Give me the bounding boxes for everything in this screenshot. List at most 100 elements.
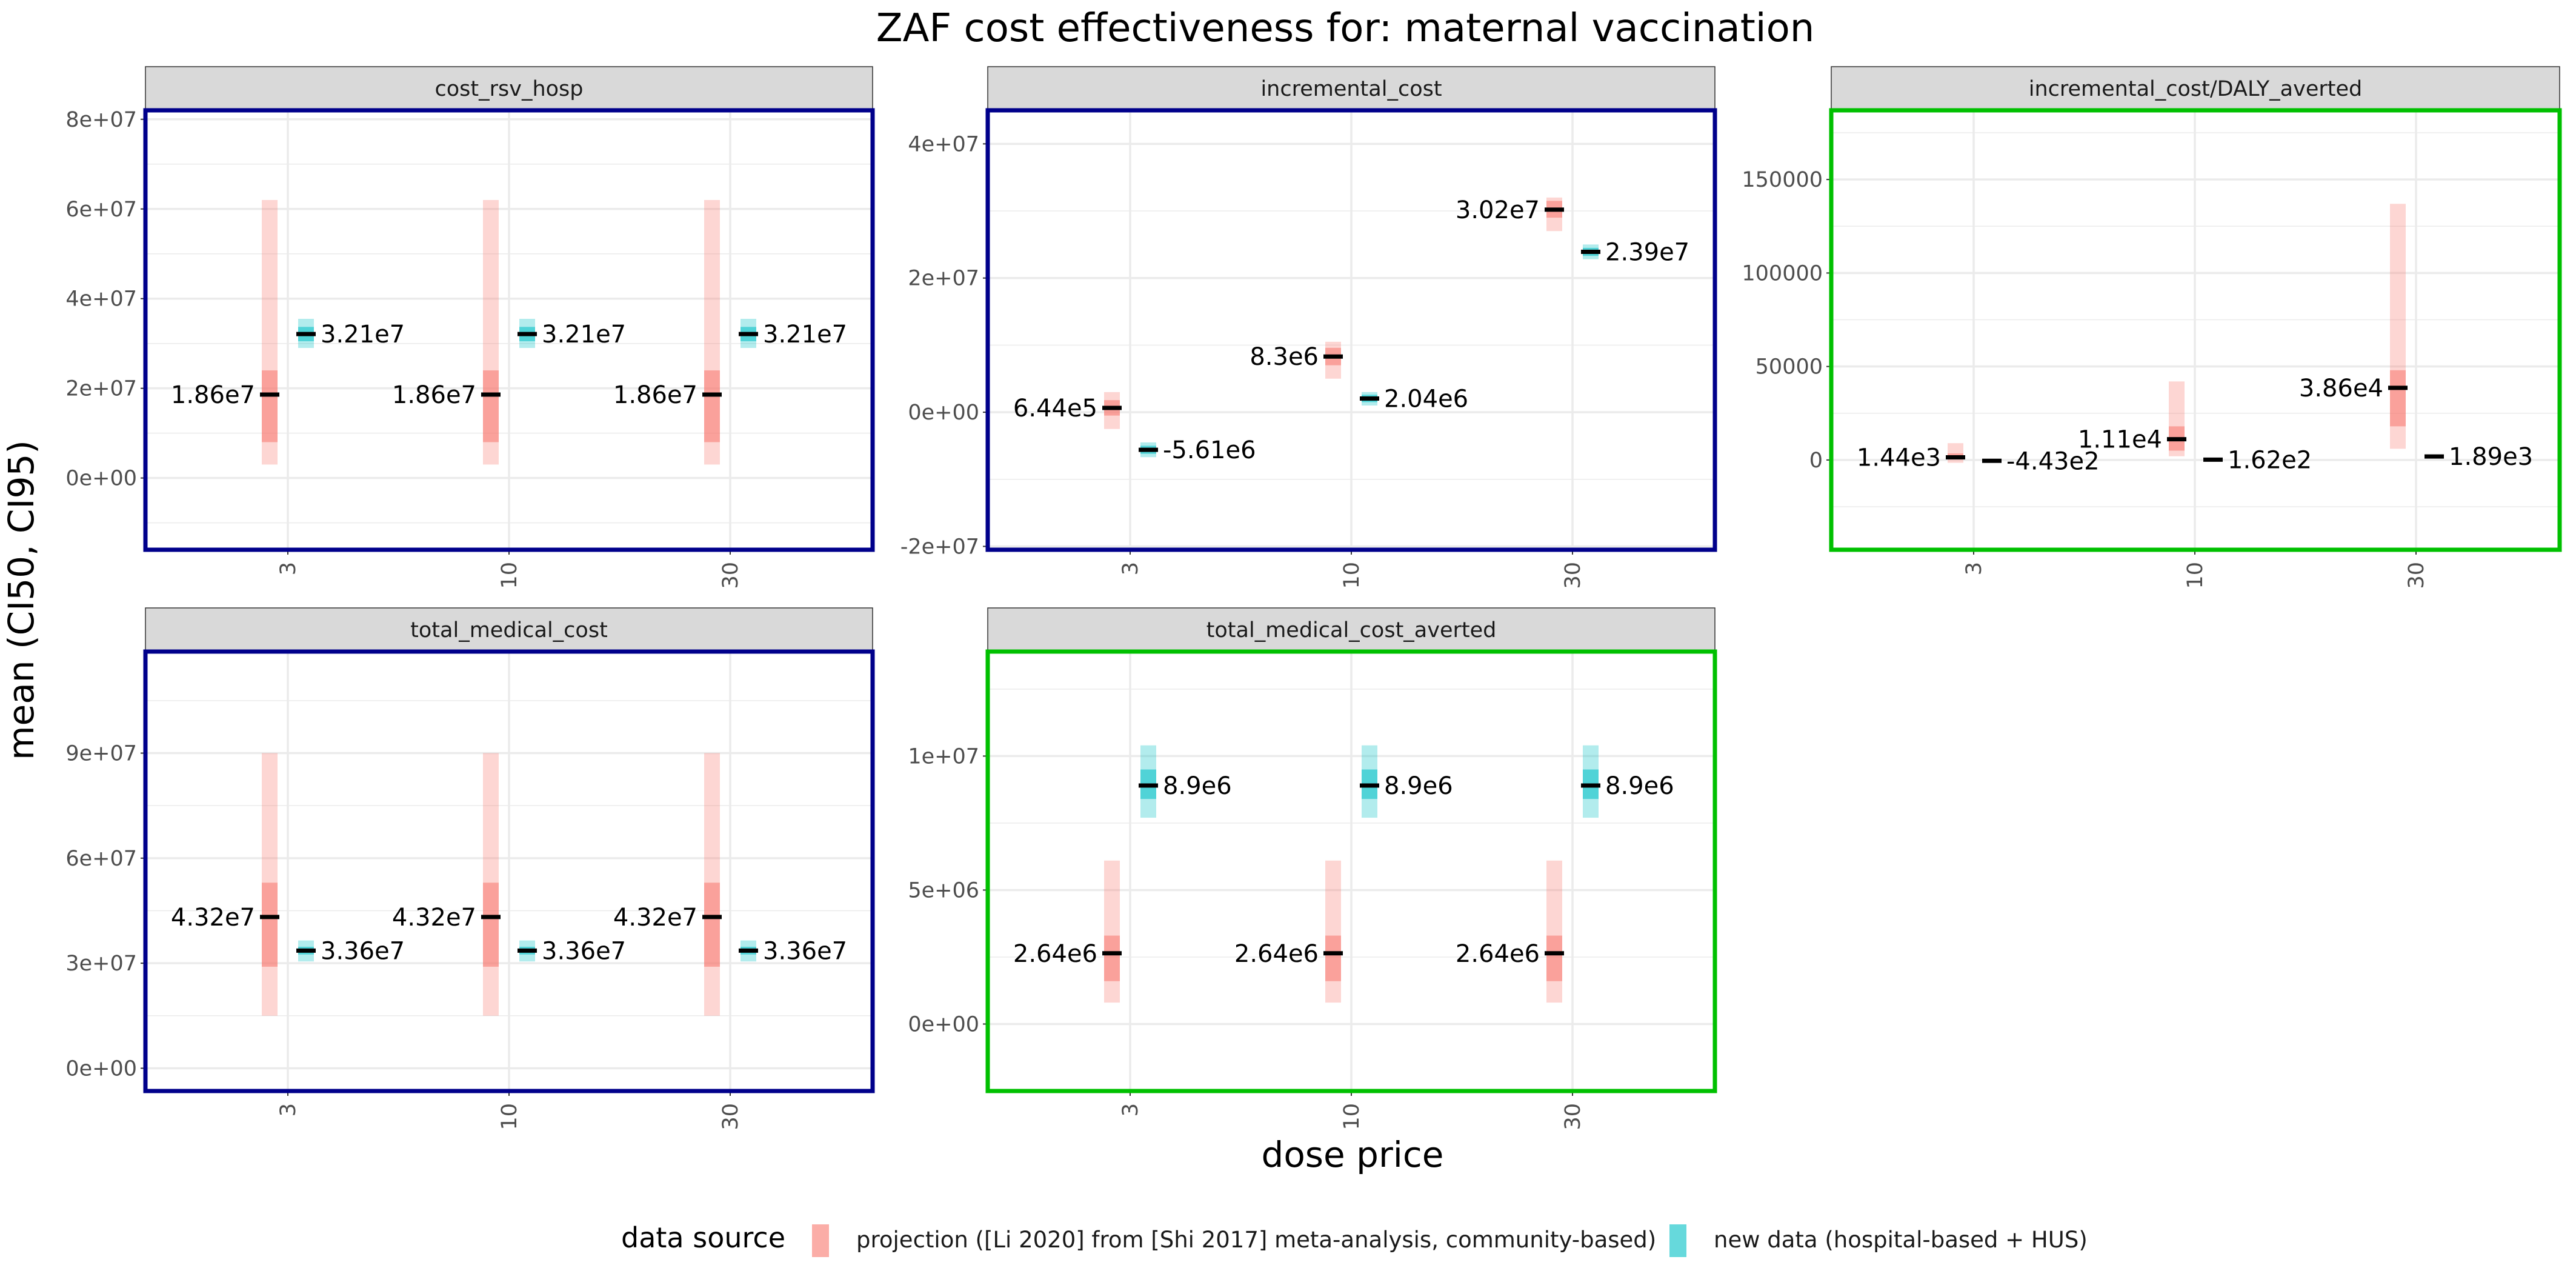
y-tick-label: 0e+00 [65, 467, 137, 491]
y-tick-label: 0e+00 [908, 401, 979, 425]
ci50-bar-projection [483, 370, 499, 442]
x-tick-label: 3 [1962, 562, 1986, 575]
facet-strip-label: incremental_cost/DALY_averted [2029, 77, 2362, 101]
x-tick-label: 3 [276, 1103, 301, 1116]
panel-border [1829, 108, 2562, 552]
y-tick-label: 5e+06 [908, 878, 979, 903]
ci50-bar-projection [1546, 935, 1562, 981]
data-label-projection: 2.64e6 [1456, 940, 1540, 968]
y-tick-label: 2e+07 [65, 377, 137, 401]
x-tick-label: 30 [719, 1103, 743, 1130]
y-tick-label: 100000 [1742, 261, 1823, 285]
x-tick-label: 10 [498, 562, 522, 589]
data-label-projection: 4.32e7 [392, 904, 476, 932]
ci50-bar-projection [262, 370, 278, 442]
chart-title: ZAF cost effectiveness for: maternal vac… [876, 6, 1815, 51]
ci95-bar-projection [1546, 860, 1562, 1003]
data-label-projection: 4.32e7 [613, 904, 697, 932]
facet-strip-label: cost_rsv_hosp [435, 77, 584, 101]
y-tick-label: 8e+07 [65, 108, 137, 132]
y-tick-label: -2e+07 [900, 535, 979, 559]
data-label-newdata: 1.62e2 [2228, 446, 2312, 474]
y-tick-label: 1e+07 [908, 744, 979, 769]
panel-border [985, 649, 1717, 1093]
legend: data source projection ([Li 2020] from [… [621, 1221, 2088, 1257]
data-label-projection: 8.3e6 [1250, 343, 1319, 371]
data-label-newdata: 3.21e7 [321, 321, 405, 349]
facet-strip-label: total_medical_cost [410, 618, 608, 642]
x-tick-label: 30 [1561, 562, 1585, 589]
panel-border [143, 108, 875, 552]
data-label-projection: 1.11e4 [2078, 426, 2162, 454]
y-tick-label: 6e+07 [65, 198, 137, 222]
x-tick-label: 30 [1561, 1103, 1585, 1130]
data-label-newdata: 8.9e6 [1605, 772, 1674, 800]
x-tick-label: 3 [276, 562, 301, 575]
ci50-bar-projection [704, 370, 720, 442]
ci50-bar-projection [1325, 935, 1341, 981]
facet-total-medical-cost: total_medical_cost 0e+00 3e+07 6e+07 9e+07 3 1… [65, 607, 875, 1130]
y-tick-label: 0e+00 [65, 1056, 137, 1081]
x-tick-label: 3 [1119, 562, 1143, 575]
data-label-newdata: 8.9e6 [1163, 772, 1232, 800]
data-label-newdata: 3.21e7 [763, 321, 847, 349]
data-label-projection: 2.64e6 [1013, 940, 1097, 968]
y-tick-label: 4e+07 [908, 132, 979, 156]
panel-border [985, 108, 1717, 552]
y-tick-label: 0e+00 [908, 1012, 979, 1036]
facet-strip [145, 66, 873, 111]
data-label-newdata: 3.36e7 [763, 937, 847, 965]
data-label-newdata: 3.36e7 [321, 937, 405, 965]
facet-strip [987, 66, 1716, 111]
x-tick-label: 10 [1340, 1103, 1364, 1130]
x-tick-label: 30 [719, 562, 743, 589]
ci50-bar-projection [2390, 370, 2406, 427]
ci95-bar-projection [1325, 860, 1341, 1003]
facet-panels: cost_rsv_hosp 0e+00 2e+07 4e+07 6e+07 8e+07 3 1… [65, 66, 2562, 1130]
legend-title: data source [621, 1221, 785, 1254]
y-tick-label: 150000 [1742, 168, 1823, 192]
data-label-newdata: -5.61e6 [1163, 436, 1256, 464]
ci95-bar-projection [1948, 443, 1963, 463]
y-tick-label: 2e+07 [908, 267, 979, 291]
data-label-projection: 4.32e7 [171, 904, 255, 932]
y-tick-label: 0 [1809, 449, 1823, 473]
data-label-projection: 6.44e5 [1013, 395, 1097, 422]
facet-total-medical-cost-averted: total_medical_cost_averted 0e+00 5e+06 1e+0… [908, 607, 1717, 1130]
data-label-projection: 1.44e3 [1857, 444, 1941, 472]
y-axis-title: mean (CI50, CI95) [1, 440, 42, 760]
legend-swatch-newdata [1669, 1224, 1686, 1257]
data-label-projection: 1.86e7 [613, 381, 697, 409]
facet-strip-label: incremental_cost [1260, 77, 1442, 101]
facet-strip-label: total_medical_cost_averted [1206, 618, 1497, 642]
ci50-bar-projection [704, 883, 720, 967]
facet-incremental-cost: incremental_cost -2e+07 0e+00 2e+07 4e+07 3 10… [900, 66, 1717, 589]
y-tick-label: 9e+07 [65, 742, 137, 766]
y-tick-label: 6e+07 [65, 847, 137, 871]
y-tick-label: 3e+07 [65, 952, 137, 976]
data-label-projection: 3.86e4 [2299, 375, 2383, 402]
data-label-projection: 1.86e7 [171, 381, 255, 409]
facet-incremental-cost-daly-averted: incremental_cost/DALY_averted 0 50000 10000… [1742, 66, 2562, 589]
data-label-newdata: -4.43e2 [2006, 447, 2100, 475]
legend-swatch-projection [812, 1224, 829, 1257]
ci50-bar-projection [1104, 935, 1120, 981]
data-label-newdata: 2.39e7 [1605, 239, 1689, 267]
ci50-bar-projection [483, 883, 499, 967]
y-tick-label: 4e+07 [65, 287, 137, 312]
x-tick-label: 10 [1340, 562, 1364, 589]
legend-label-newdata: new data (hospital-based + HUS) [1714, 1227, 2088, 1253]
panel-border [143, 649, 875, 1093]
data-label-newdata: 8.9e6 [1384, 772, 1453, 800]
data-label-newdata: 1.89e3 [2449, 443, 2533, 471]
x-tick-label: 10 [2183, 562, 2208, 589]
data-label-newdata: 3.36e7 [542, 937, 626, 965]
facet-strip [145, 607, 873, 652]
data-label-newdata: 2.04e6 [1384, 385, 1468, 413]
facet-cost-rsv-hosp: cost_rsv_hosp 0e+00 2e+07 4e+07 6e+07 8e+07 3 1… [65, 66, 875, 589]
data-label-projection: 1.86e7 [392, 381, 476, 409]
x-tick-label: 3 [1119, 1103, 1143, 1116]
x-tick-label: 10 [498, 1103, 522, 1130]
ci50-bar-projection [262, 883, 278, 967]
